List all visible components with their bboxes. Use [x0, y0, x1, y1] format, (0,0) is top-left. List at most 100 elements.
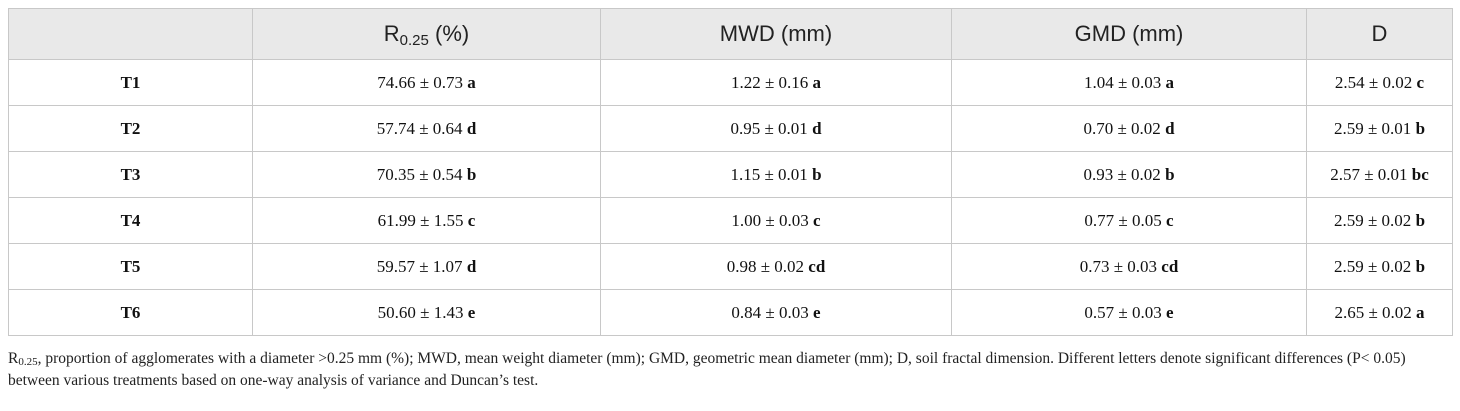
cell-value: 0.95 ± 0.01	[730, 118, 813, 138]
table-body: T1 74.66 ± 0.73 a 1.22 ± 0.16 a 1.04 ± 0…	[8, 59, 1453, 336]
mwd-cell: 1.22 ± 0.16 a	[600, 59, 952, 106]
d-cell: 2.54 ± 0.02 c	[1306, 59, 1453, 106]
significance-letter: cd	[808, 256, 826, 276]
gmd-cell: 0.93 ± 0.02 b	[951, 151, 1307, 198]
table-header: R0.25 (%) MWD (mm) GMD (mm) D	[8, 8, 1453, 60]
significance-letter: d	[812, 118, 822, 138]
significance-letter: a	[812, 72, 822, 92]
treatment-label: T6	[8, 289, 253, 336]
d-cell: 2.65 ± 0.02 a	[1306, 289, 1453, 336]
significance-letter: d	[1165, 118, 1175, 138]
d-cell: 2.59 ± 0.01 b	[1306, 105, 1453, 152]
cell-value: 1.22 ± 0.16	[730, 72, 813, 92]
header-d: D	[1306, 8, 1453, 60]
gmd-cell: 0.57 ± 0.03 e	[951, 289, 1307, 336]
significance-letter: e	[467, 302, 476, 322]
significance-letter: a	[1165, 72, 1175, 92]
table-row: T2 57.74 ± 0.64 d 0.95 ± 0.01 d 0.70 ± 0…	[8, 105, 1453, 152]
cell-value: 2.57 ± 0.01	[1330, 164, 1412, 184]
gmd-cell: 0.70 ± 0.02 d	[951, 105, 1307, 152]
gmd-cell: 0.77 ± 0.05 c	[951, 197, 1307, 244]
r025-cell: 57.74 ± 0.64 d	[252, 105, 601, 152]
cell-value: 0.73 ± 0.03	[1079, 256, 1162, 276]
table-container: R0.25 (%) MWD (mm) GMD (mm) D T1 74.66 ±…	[8, 8, 1453, 392]
d-cell: 2.57 ± 0.01 bc	[1306, 151, 1453, 198]
cell-value: 70.35 ± 0.54	[376, 164, 467, 184]
treatment-label: T2	[8, 105, 253, 152]
cell-value: 0.98 ± 0.02	[726, 256, 809, 276]
footnote-text: , proportion of agglomerates with a diam…	[8, 350, 1406, 389]
significance-letter: b	[1165, 164, 1175, 184]
significance-letter: d	[466, 256, 477, 276]
header-row: R0.25 (%) MWD (mm) GMD (mm) D	[8, 8, 1453, 60]
cell-value: 0.93 ± 0.02	[1083, 164, 1166, 184]
significance-letter: bc	[1411, 164, 1429, 184]
treatment-label: T4	[8, 197, 253, 244]
treatment-label: T1	[8, 59, 253, 106]
table-row: T5 59.57 ± 1.07 d 0.98 ± 0.02 cd 0.73 ± …	[8, 243, 1453, 290]
cell-value: 2.54 ± 0.02	[1334, 72, 1417, 92]
r025-cell: 70.35 ± 0.54 b	[252, 151, 601, 198]
header-r025: R0.25 (%)	[252, 8, 601, 60]
cell-value: 1.15 ± 0.01	[730, 164, 813, 184]
mwd-cell: 1.15 ± 0.01 b	[600, 151, 952, 198]
mwd-cell: 0.84 ± 0.03 e	[600, 289, 952, 336]
cell-value: 59.57 ± 1.07	[376, 256, 467, 276]
significance-letter: b	[1415, 210, 1426, 230]
cell-value: 1.00 ± 0.03	[731, 210, 814, 230]
significance-letter: e	[1166, 302, 1174, 322]
cell-value: 50.60 ± 1.43	[377, 302, 468, 322]
treatment-label: T3	[8, 151, 253, 198]
gmd-cell: 1.04 ± 0.03 a	[951, 59, 1307, 106]
significance-letter: b	[812, 164, 822, 184]
header-r025-unit: (%)	[428, 21, 470, 46]
significance-letter: d	[466, 118, 477, 138]
header-r025-base: R	[383, 21, 400, 46]
table-row: T3 70.35 ± 0.54 b 1.15 ± 0.01 b 0.93 ± 0…	[8, 151, 1453, 198]
significance-letter: e	[813, 302, 821, 322]
mwd-cell: 0.98 ± 0.02 cd	[600, 243, 952, 290]
cell-value: 2.59 ± 0.01	[1333, 118, 1416, 138]
significance-letter: c	[1166, 210, 1174, 230]
header-mwd: MWD (mm)	[600, 8, 952, 60]
cell-value: 0.77 ± 0.05	[1084, 210, 1167, 230]
header-blank	[8, 8, 253, 60]
header-r025-sub: 0.25	[399, 32, 429, 49]
r025-cell: 61.99 ± 1.55 c	[252, 197, 601, 244]
significance-letter: c	[467, 210, 476, 230]
footnote-r-base: R	[8, 350, 19, 367]
cell-value: 0.57 ± 0.03	[1084, 302, 1167, 322]
r025-cell: 74.66 ± 0.73 a	[252, 59, 601, 106]
table-row: T1 74.66 ± 0.73 a 1.22 ± 0.16 a 1.04 ± 0…	[8, 59, 1453, 106]
r025-cell: 59.57 ± 1.07 d	[252, 243, 601, 290]
significance-letter: a	[1416, 302, 1425, 322]
mwd-cell: 0.95 ± 0.01 d	[600, 105, 952, 152]
table-row: T6 50.60 ± 1.43 e 0.84 ± 0.03 e 0.57 ± 0…	[8, 289, 1453, 336]
significance-letter: c	[813, 210, 821, 230]
cell-value: 57.74 ± 0.64	[376, 118, 467, 138]
significance-letter: c	[1416, 72, 1425, 92]
significance-letter: cd	[1161, 256, 1179, 276]
cell-value: 0.70 ± 0.02	[1083, 118, 1166, 138]
significance-letter: b	[1415, 256, 1426, 276]
cell-value: 61.99 ± 1.55	[377, 210, 468, 230]
cell-value: 2.59 ± 0.02	[1333, 210, 1416, 230]
d-cell: 2.59 ± 0.02 b	[1306, 197, 1453, 244]
footnote-r-sub: 0.25	[18, 356, 38, 368]
gmd-cell: 0.73 ± 0.03 cd	[951, 243, 1307, 290]
significance-letter: b	[466, 164, 477, 184]
cell-value: 1.04 ± 0.03	[1083, 72, 1166, 92]
r025-cell: 50.60 ± 1.43 e	[252, 289, 601, 336]
cell-value: 2.59 ± 0.02	[1333, 256, 1416, 276]
results-table: R0.25 (%) MWD (mm) GMD (mm) D T1 74.66 ±…	[8, 8, 1453, 336]
mwd-cell: 1.00 ± 0.03 c	[600, 197, 952, 244]
treatment-label: T5	[8, 243, 253, 290]
header-gmd: GMD (mm)	[951, 8, 1307, 60]
cell-value: 74.66 ± 0.73	[377, 72, 468, 92]
table-row: T4 61.99 ± 1.55 c 1.00 ± 0.03 c 0.77 ± 0…	[8, 197, 1453, 244]
cell-value: 0.84 ± 0.03	[731, 302, 814, 322]
cell-value: 2.65 ± 0.02	[1334, 302, 1417, 322]
d-cell: 2.59 ± 0.02 b	[1306, 243, 1453, 290]
table-footnote: R0.25, proportion of agglomerates with a…	[8, 348, 1452, 392]
significance-letter: b	[1415, 118, 1426, 138]
